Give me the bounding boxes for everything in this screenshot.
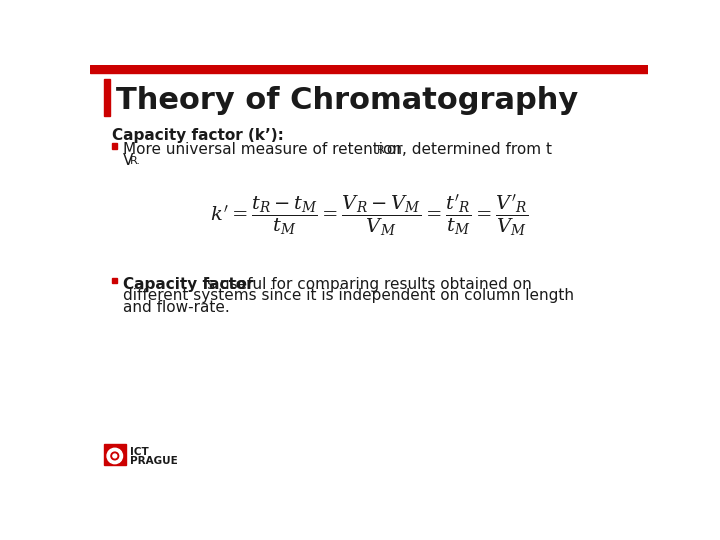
Text: Capacity factor: Capacity factor [122, 276, 253, 292]
Text: Capacity factor (k’):: Capacity factor (k’): [112, 128, 284, 143]
Text: R.: R. [130, 157, 141, 166]
Text: is useful for comparing results obtained on: is useful for comparing results obtained… [199, 276, 532, 292]
Circle shape [107, 448, 122, 464]
Circle shape [111, 452, 119, 460]
Bar [104, 79, 110, 116]
Bar [90, 65, 648, 72]
Text: or: or [382, 142, 402, 157]
Bar [112, 143, 117, 148]
Bar [112, 278, 117, 284]
Text: More universal measure of retention, determined from t: More universal measure of retention, det… [122, 142, 552, 157]
Text: and flow-rate.: and flow-rate. [122, 300, 229, 315]
Text: R: R [377, 145, 384, 155]
Text: V: V [122, 153, 133, 168]
Text: ICT: ICT [130, 448, 149, 457]
Text: PRAGUE: PRAGUE [130, 456, 178, 466]
Text: different systems since it is independent on column length: different systems since it is independen… [122, 288, 574, 303]
Text: $k' = \dfrac{t_R - t_M}{t_M} = \dfrac{V_R - V_M}{V_M} = \dfrac{t'_R}{t_M} = \dfr: $k' = \dfrac{t_R - t_M}{t_M} = \dfrac{V_… [210, 192, 528, 238]
Circle shape [113, 454, 117, 458]
Bar [104, 444, 126, 465]
Text: Theory of Chromatography: Theory of Chromatography [117, 86, 579, 116]
